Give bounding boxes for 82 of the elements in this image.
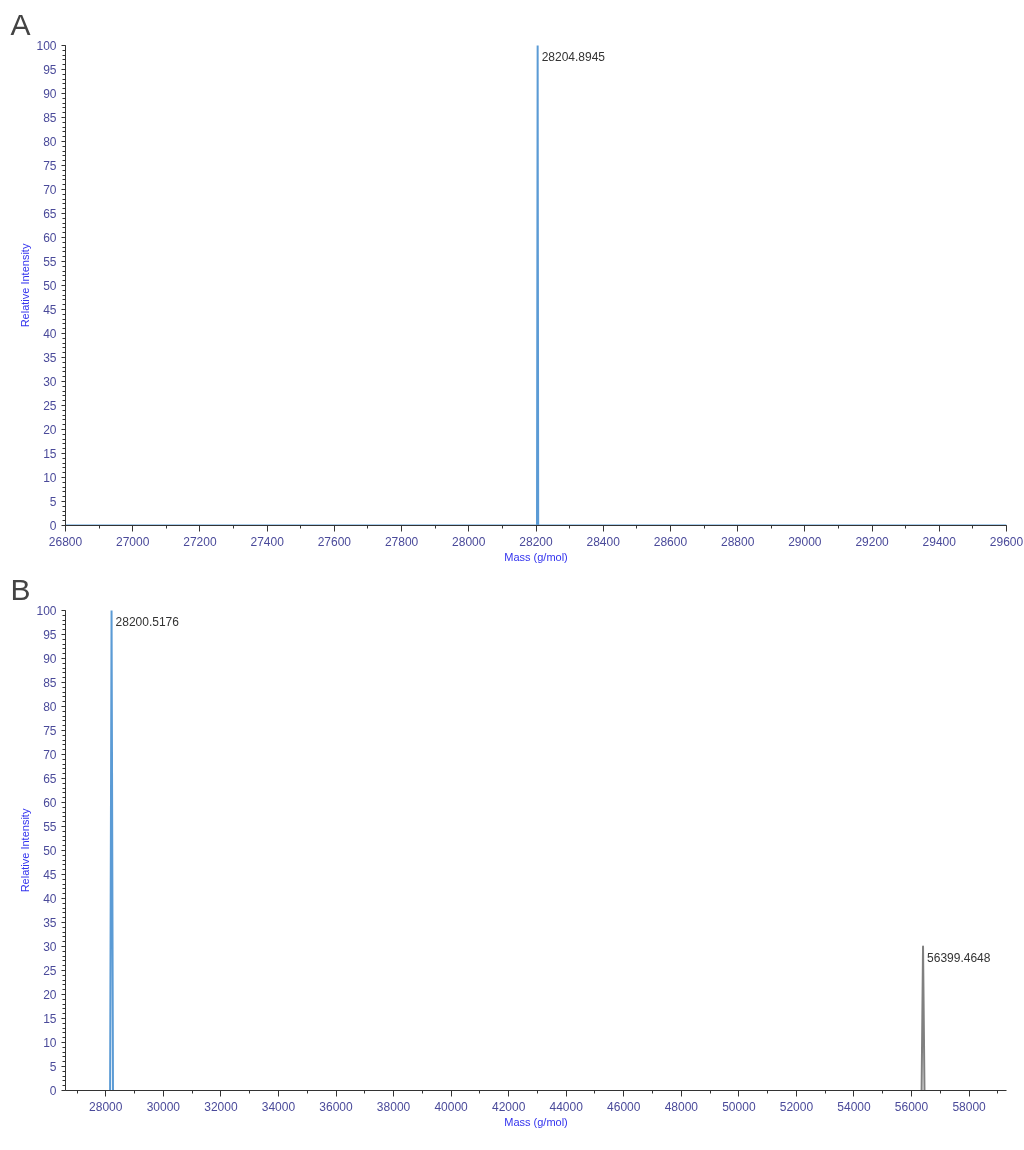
y-tick-label: 90	[43, 87, 57, 101]
x-tick-label: 28400	[586, 534, 621, 549]
x-tick-label: 27000	[116, 534, 150, 549]
x-tick-label: 29000	[788, 534, 822, 549]
y-tick-label: 40	[43, 892, 57, 906]
y-tick-label: 70	[43, 748, 57, 762]
x-tick-label: 42000	[491, 1099, 526, 1114]
y-tick-label: 95	[43, 628, 57, 642]
x-tick-label: 27400	[250, 534, 285, 549]
x-tick-label: 28000	[452, 534, 486, 549]
y-tick-label: 75	[43, 724, 57, 738]
annotation: 28200.5176	[115, 614, 180, 629]
y-tick-label: 55	[43, 255, 57, 269]
x-tick-label: 50000	[722, 1099, 756, 1114]
y-tick-label: 15	[43, 447, 57, 461]
annotation: 56399.4648	[927, 950, 991, 965]
y-tick-label: 50	[43, 279, 57, 293]
x-tick-label: 27800	[384, 534, 419, 549]
x-tick-label: 26800	[48, 534, 83, 549]
y-tick-label: 0	[49, 519, 57, 533]
x-axis-title: Mass (g/mol)	[504, 550, 568, 563]
x-tick-label: 30000	[146, 1099, 181, 1114]
annotation: 28204.8945	[541, 49, 606, 64]
y-tick-label: 45	[43, 868, 57, 882]
y-tick-label: 10	[43, 1036, 57, 1050]
x-tick-label: 54000	[837, 1099, 871, 1114]
y-axis-title: Relative Intensity	[19, 243, 32, 328]
y-tick-label: 40	[43, 327, 57, 341]
x-tick-label: 28200	[519, 534, 554, 549]
y-tick-label: 85	[43, 676, 57, 690]
x-tick-label: 48000	[664, 1099, 699, 1114]
y-tick-label: 85	[43, 111, 57, 125]
x-tick-label: 27200	[183, 534, 217, 549]
y-tick-label: 90	[43, 652, 57, 666]
y-tick-label: 80	[43, 700, 57, 714]
x-tick-label: 44000	[549, 1099, 584, 1114]
chart-title: B	[10, 572, 31, 606]
x-tick-label: 27600	[317, 534, 352, 549]
x-tick-label: 28600	[653, 534, 688, 549]
x-tick-label: 36000	[319, 1099, 354, 1114]
y-tick-label: 95	[43, 63, 57, 77]
y-tick-label: 60	[43, 796, 57, 810]
x-tick-label: 32000	[204, 1099, 238, 1114]
x-tick-label: 29400	[922, 534, 957, 549]
y-tick-label: 35	[43, 916, 57, 930]
y-tick-label: 30	[43, 940, 57, 954]
x-tick-label: 38000	[376, 1099, 411, 1114]
y-tick-label: 25	[43, 964, 57, 978]
x-tick-label: 52000	[779, 1099, 814, 1114]
x-tick-label: 29600	[989, 534, 1024, 549]
x-tick-label: 56000	[894, 1099, 929, 1114]
y-tick-label: 60	[43, 231, 57, 245]
y-tick-label: 15	[43, 1012, 57, 1026]
y-tick-label: 100	[36, 604, 57, 618]
y-tick-label: 80	[43, 135, 57, 149]
y-tick-label: 100	[36, 39, 57, 53]
x-tick-label: 28000	[89, 1099, 123, 1114]
x-tick-label: 34000	[261, 1099, 296, 1114]
chart-title: A	[10, 7, 31, 41]
x-tick-label: 40000	[434, 1099, 469, 1114]
y-tick-label: 25	[43, 399, 57, 413]
y-tick-label: 30	[43, 375, 57, 389]
y-tick-label: 20	[43, 988, 57, 1002]
y-tick-label: 75	[43, 159, 57, 173]
y-tick-label: 5	[49, 1060, 57, 1074]
y-tick-label: 20	[43, 423, 57, 437]
y-tick-label: 50	[43, 844, 57, 858]
x-axis-title: Mass (g/mol)	[504, 1115, 568, 1128]
x-tick-label: 58000	[952, 1099, 987, 1114]
y-tick-label: 0	[49, 1084, 57, 1098]
y-axis-title: Relative Intensity	[19, 808, 32, 893]
y-tick-label: 10	[43, 471, 57, 485]
y-tick-label: 70	[43, 183, 57, 197]
x-tick-label: 29200	[855, 534, 890, 549]
y-tick-label: 65	[43, 207, 57, 221]
x-tick-label: 46000	[607, 1099, 641, 1114]
y-tick-label: 65	[43, 772, 57, 786]
y-tick-label: 35	[43, 351, 57, 365]
y-tick-label: 5	[49, 495, 57, 509]
y-tick-label: 55	[43, 820, 57, 834]
x-tick-label: 28800	[720, 534, 755, 549]
y-tick-label: 45	[43, 303, 57, 317]
